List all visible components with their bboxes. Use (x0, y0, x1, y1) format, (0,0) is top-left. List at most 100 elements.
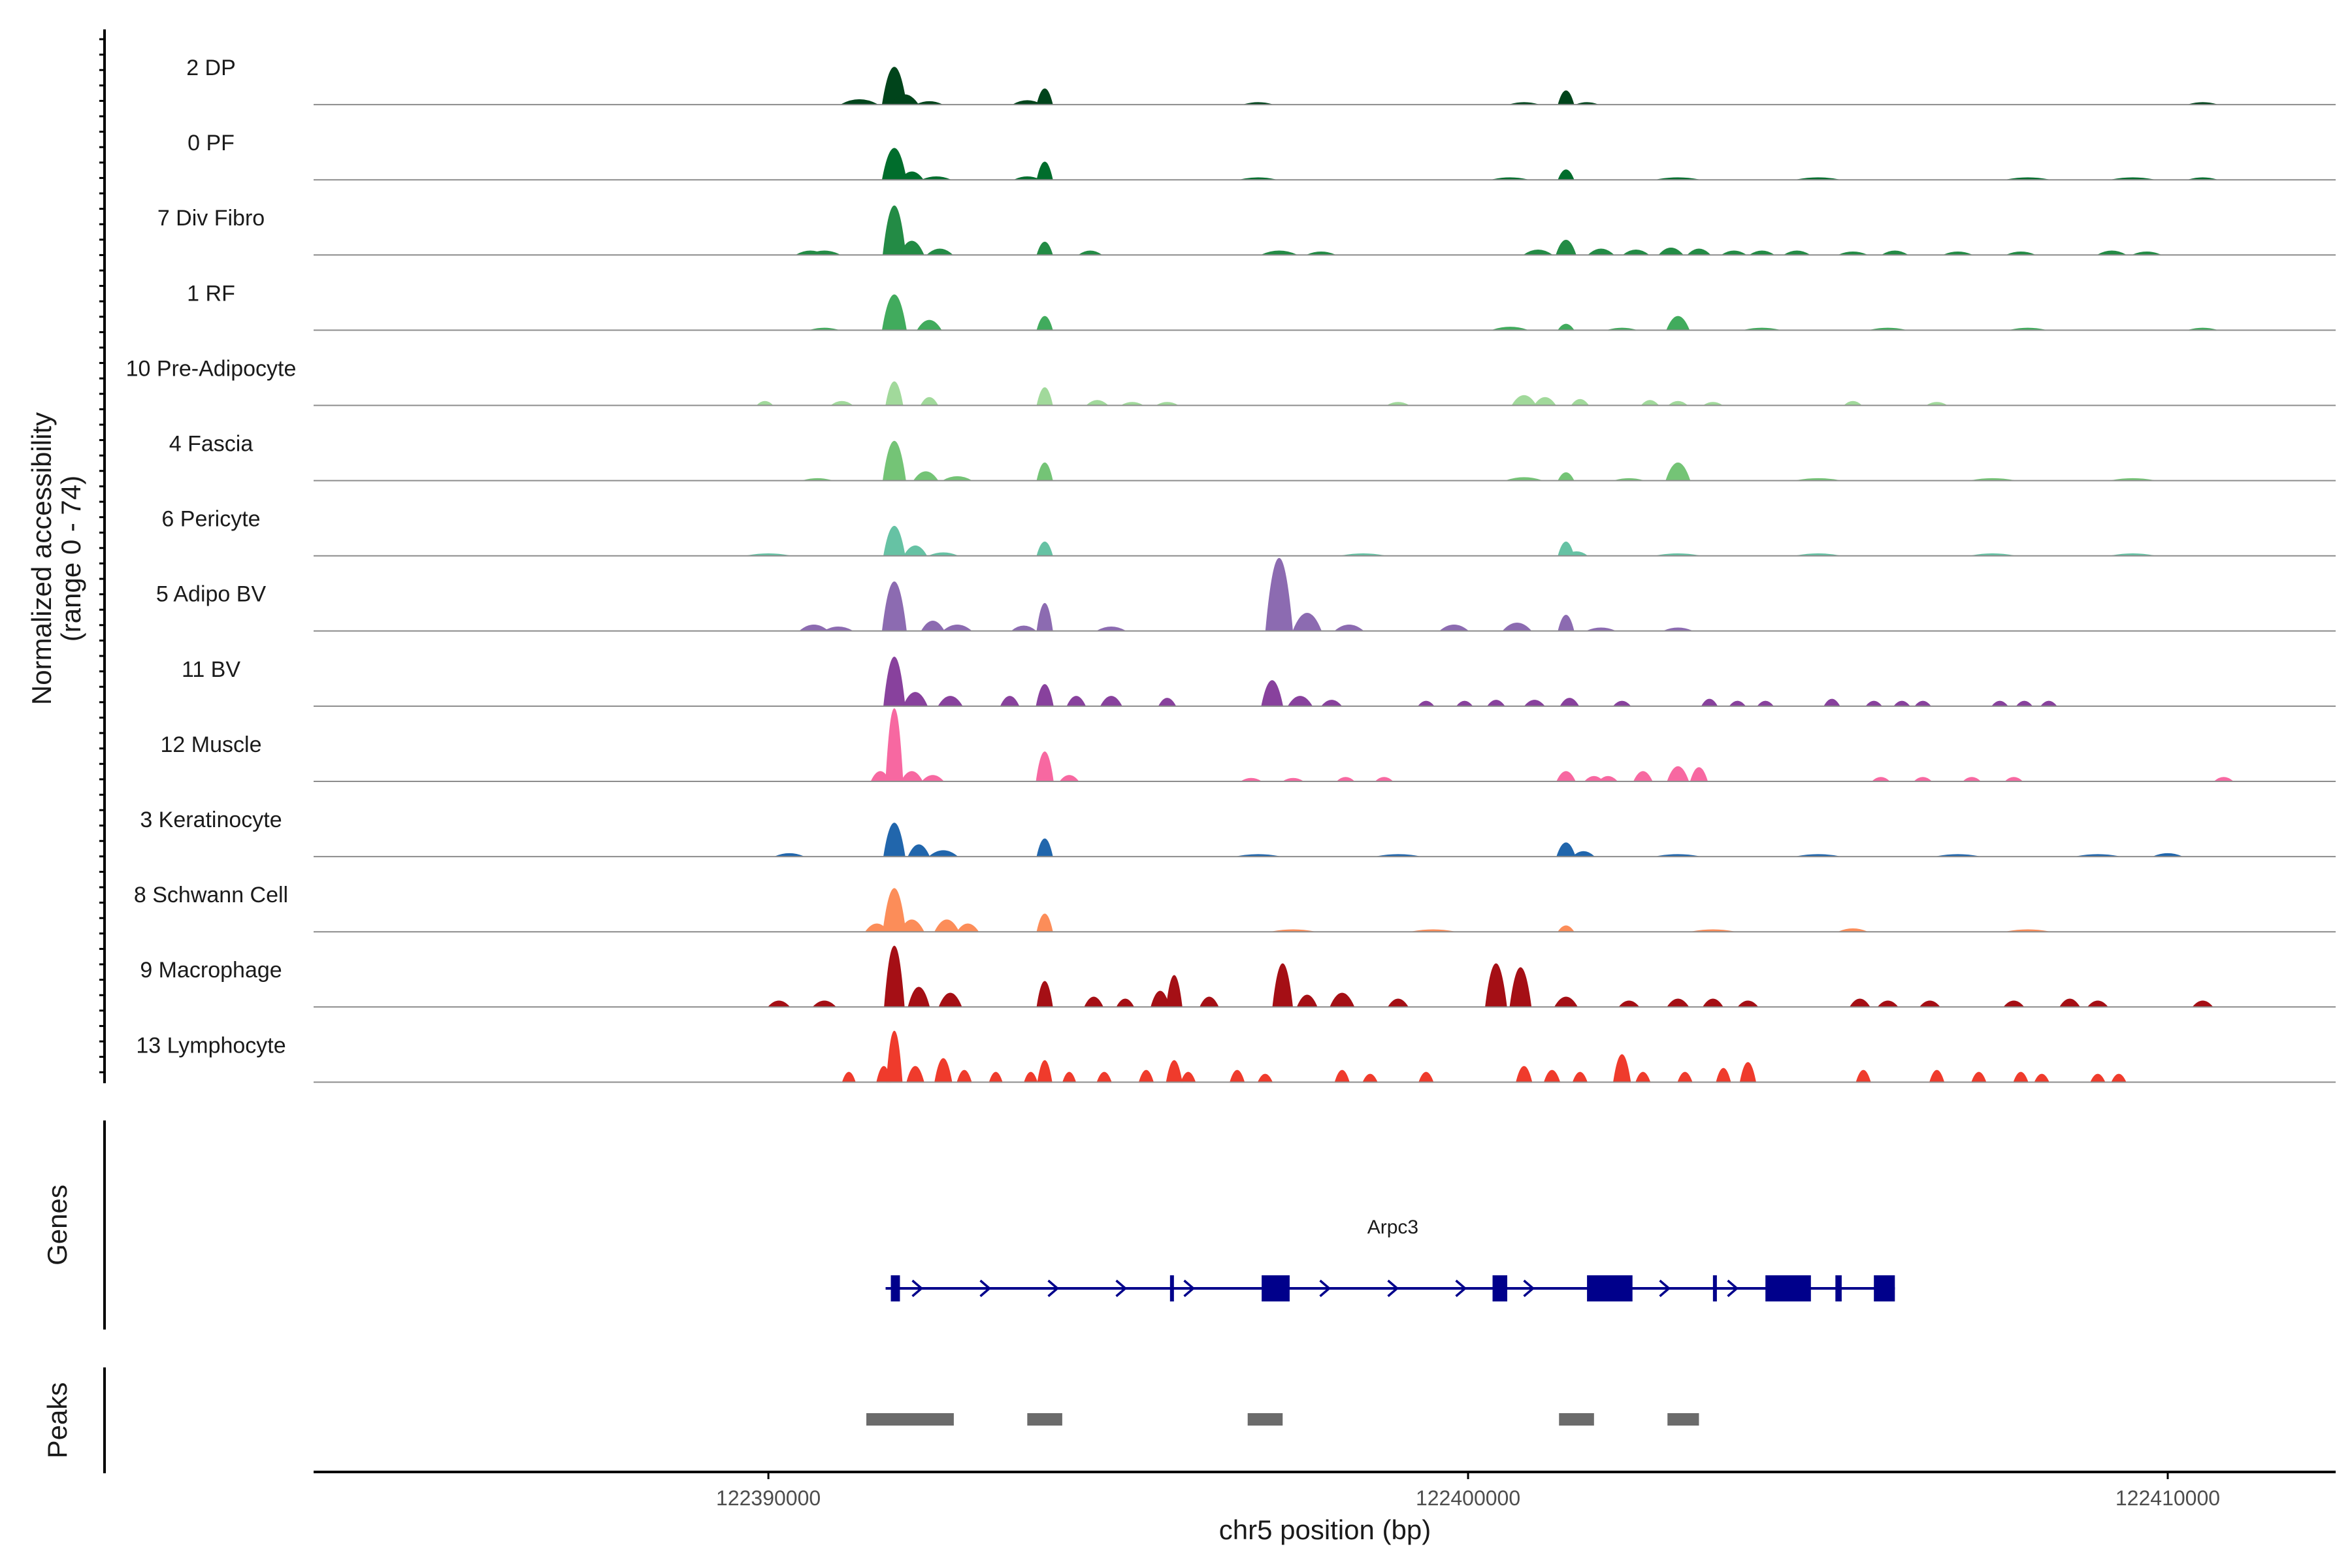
coverage-peak (2013, 1071, 2029, 1083)
coverage-peak (1333, 625, 1365, 632)
strand-arrow (1659, 1279, 1671, 1298)
coverage-peak (1036, 913, 1053, 932)
coverage-peak (883, 657, 906, 707)
coverage-peak (881, 294, 907, 331)
track-label: 11 BV (182, 657, 240, 682)
coverage-peak (1571, 399, 1590, 406)
track-label: 12 Muscle (161, 732, 262, 757)
coverage-peak (1158, 698, 1177, 707)
coverage-peak (1877, 1000, 1899, 1008)
track-label: 7 Div Fibro (157, 206, 265, 231)
coverage-peak (1036, 316, 1053, 331)
coverage-peak (882, 205, 906, 256)
coverage-peak (1557, 472, 1575, 482)
coverage-peak (1059, 775, 1080, 782)
coverage-peak (1622, 250, 1650, 256)
coverage-peak (1756, 700, 1774, 707)
coverage-peak (1180, 1071, 1196, 1083)
coverage-peak (1701, 698, 1718, 707)
x-tick-label: 122400000 (1416, 1486, 1520, 1510)
coverage-peak (2034, 1073, 2050, 1083)
track-12: 8 Schwann Cell (134, 883, 2336, 933)
coverage-peak (1557, 323, 1575, 331)
coverage-peak (1865, 700, 1883, 707)
coverage-peak (1587, 248, 1615, 256)
coverage-peak (1677, 1071, 1693, 1083)
track-7: 6 Pericyte (161, 507, 2336, 557)
coverage-peak (2090, 1073, 2106, 1083)
coverage-peak (916, 319, 942, 331)
track-9: 11 BV (182, 657, 2336, 707)
coverage-peak (921, 621, 945, 632)
track-label: 13 Lymphocyte (136, 1033, 286, 1058)
coverage-peak (1096, 1071, 1112, 1083)
coverage-peak (1557, 925, 1575, 932)
strand-arrow (911, 1279, 924, 1298)
track-13: 9 Macrophage (140, 945, 2336, 1008)
coverage-peak (1716, 1068, 1731, 1083)
exon (1262, 1275, 1290, 1301)
coverage-peak (1729, 700, 1746, 707)
coverage-peak (841, 1071, 856, 1083)
coverage-peak (798, 625, 830, 632)
coverage-peak (1036, 838, 1053, 857)
coverage-peak (1062, 1071, 1077, 1083)
coverage-peak (988, 1071, 1003, 1083)
coverage-peak (1387, 998, 1409, 1008)
coverage-peak (881, 581, 907, 632)
coverage-peak (921, 775, 945, 782)
coverage-peak (1702, 998, 1724, 1008)
coverage-peak (2040, 700, 2058, 707)
coverage-peak (907, 987, 930, 1008)
peak-region (1247, 1413, 1283, 1426)
coverage-peak (841, 99, 878, 105)
coverage-peak (1334, 1070, 1350, 1083)
coverage-peak (1667, 766, 1690, 782)
coverage-peak (1543, 1070, 1561, 1083)
peak-region (1667, 1413, 1699, 1426)
x-tick-label: 122390000 (716, 1486, 821, 1510)
strand-arrow (979, 1279, 992, 1298)
strand-arrow (1319, 1279, 1331, 1298)
coverage-peak (767, 1000, 791, 1008)
coverage-peak (883, 525, 906, 557)
coverage-peak (885, 382, 904, 406)
peak-region (1559, 1413, 1594, 1426)
coverage-peak (903, 545, 928, 557)
track-label: 4 Fascia (169, 432, 253, 457)
coverage-peak (1533, 397, 1557, 406)
coverage-peak (907, 844, 930, 857)
coverage-peak (885, 708, 904, 782)
coverage-peak (1618, 1000, 1640, 1008)
coverage-peak (941, 625, 973, 632)
coverage-peak (1287, 696, 1313, 707)
track-14: 13 Lymphocyte (136, 1030, 2336, 1083)
track-label: 8 Schwann Cell (134, 883, 288, 907)
peak-regions (866, 1413, 1699, 1426)
strand-arrow (1183, 1279, 1196, 1298)
coverage-peak (938, 696, 964, 707)
track-label: 2 DP (186, 56, 236, 80)
coverage-peak (1417, 700, 1435, 707)
coverage-peak (928, 850, 959, 857)
coverage-peak (1000, 696, 1020, 707)
coverage-peak (1612, 700, 1632, 707)
coverage-peak (1439, 625, 1470, 632)
coverage-peak (1486, 700, 1506, 707)
exon (1874, 1275, 1895, 1301)
coverage-peak (1572, 1071, 1588, 1083)
coverage-peak (1556, 842, 1576, 857)
coverage-peak (1292, 613, 1322, 632)
y-axis: Normalized accessibility (range 0 - 74) (26, 29, 106, 1083)
track-4: 1 RF (187, 281, 2336, 331)
gene-arpc3: Arpc3 (885, 1217, 1895, 1301)
coverage-peak (1558, 169, 1575, 180)
coverage-peak (934, 1058, 953, 1083)
coverage-peak (884, 945, 905, 1008)
genes-panel-label: Genes (42, 1184, 73, 1266)
coverage-peak (1036, 684, 1054, 707)
exon (1712, 1275, 1717, 1301)
x-axis: 122390000 122400000 122410000 chr5 positio… (314, 1471, 2336, 1545)
coverage-peak (1666, 316, 1690, 331)
track-label: 10 Pre-Adipocyte (126, 356, 297, 381)
